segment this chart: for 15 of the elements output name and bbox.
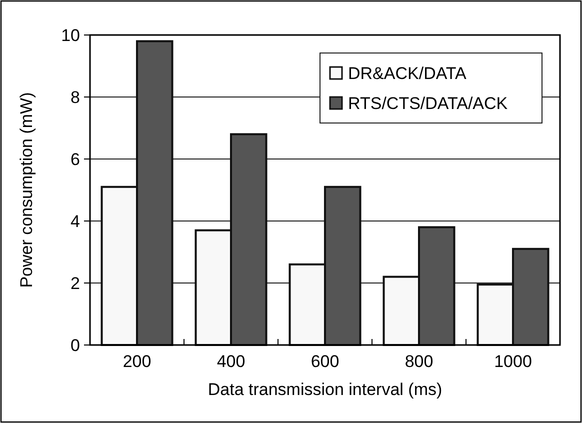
y-tick-label: 0	[70, 336, 80, 355]
x-tick-label: 400	[216, 352, 246, 371]
y-tick-label: 2	[70, 274, 80, 293]
legend-label: DR&ACK/DATA	[348, 64, 468, 83]
x-tick-label: 600	[310, 352, 340, 371]
x-tick-label: 1000	[494, 352, 532, 371]
legend-label: RTS/CTS/DATA/ACK	[348, 94, 508, 113]
y-tick-label: 8	[70, 88, 80, 107]
y-tick-label: 4	[70, 212, 80, 231]
y-axis-title: Power consumption (mW)	[17, 92, 36, 288]
x-tick-label: 800	[404, 352, 434, 371]
x-tick-label: 200	[122, 352, 152, 371]
y-tick-label: 6	[70, 150, 80, 169]
x-axis-title: Data transmission interval (ms)	[208, 380, 442, 399]
y-tick-label: 10	[61, 26, 80, 45]
